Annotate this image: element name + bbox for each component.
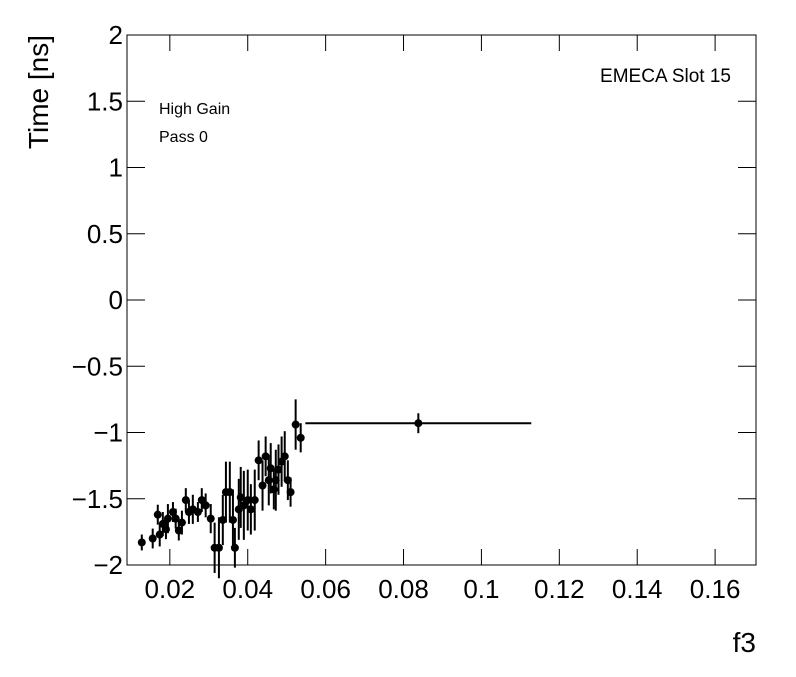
- x-tick-label: 0.08: [378, 574, 429, 604]
- point: [218, 515, 227, 524]
- point: [171, 514, 180, 523]
- point: [296, 433, 305, 442]
- point: [261, 452, 270, 461]
- annotation: High Gain: [159, 101, 230, 118]
- point: [280, 452, 289, 461]
- point: [258, 481, 267, 490]
- point: [254, 456, 263, 465]
- y-tick-label: −0.5: [72, 351, 123, 381]
- x-tick-label: 0.1: [463, 574, 499, 604]
- annotation: Pass 0: [159, 129, 208, 146]
- x-tick-label: 0.04: [222, 574, 273, 604]
- y-tick-label: −2: [93, 550, 123, 580]
- point: [250, 496, 259, 505]
- point: [230, 543, 239, 552]
- x-tick-label: 0.14: [612, 574, 663, 604]
- y-tick-label: 1.5: [87, 86, 123, 116]
- point: [266, 464, 275, 473]
- point: [153, 510, 162, 519]
- y-tick-label: −1.5: [72, 484, 123, 514]
- annotation: EMECA Slot 15: [600, 66, 731, 87]
- point: [201, 501, 210, 510]
- point: [414, 419, 423, 428]
- y-tick-label: 1: [109, 153, 123, 183]
- y-tick-label: 2: [109, 20, 123, 50]
- point: [155, 530, 164, 539]
- x-tick-label: 0.06: [300, 574, 351, 604]
- point: [214, 543, 223, 552]
- point: [243, 496, 252, 505]
- point: [148, 534, 157, 543]
- point: [137, 538, 146, 547]
- y-tick-label: 0.5: [87, 219, 123, 249]
- point: [228, 515, 237, 524]
- point: [193, 508, 202, 516]
- point: [181, 496, 190, 505]
- y-axis-label: Time [ns]: [23, 35, 54, 149]
- y-tick-label: −1: [93, 418, 123, 448]
- point: [163, 514, 172, 523]
- y-tick-label: 0: [109, 285, 123, 315]
- point: [236, 493, 245, 502]
- point: [286, 488, 295, 497]
- point: [177, 518, 186, 527]
- point: [174, 526, 183, 535]
- point: [246, 505, 255, 514]
- point: [206, 514, 215, 523]
- x-tick-label: 0.12: [534, 574, 585, 604]
- x-tick-label: 0.16: [690, 574, 741, 604]
- x-tick-label: 0.02: [145, 574, 196, 604]
- point: [291, 420, 300, 429]
- point: [274, 465, 283, 474]
- x-axis-label: f3: [733, 627, 756, 658]
- point: [225, 488, 234, 497]
